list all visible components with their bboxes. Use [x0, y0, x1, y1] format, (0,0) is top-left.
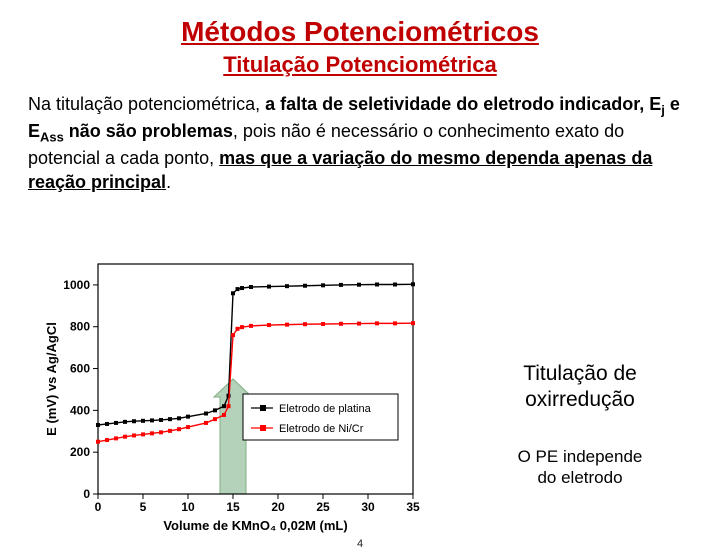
svg-text:25: 25: [316, 500, 330, 514]
para-span-1: Na titulação potenciométrica,: [28, 94, 265, 114]
svg-text:800: 800: [70, 320, 90, 334]
body-paragraph: Na titulação potenciométrica, a falta de…: [0, 78, 720, 195]
svg-text:Eletrodo de Ni/Cr: Eletrodo de Ni/Cr: [279, 423, 364, 435]
svg-text:200: 200: [70, 445, 90, 459]
svg-text:20: 20: [271, 500, 285, 514]
svg-text:15: 15: [226, 500, 240, 514]
para-sub-ass: Ass: [40, 130, 64, 145]
svg-text:E (mV) vs Ag/AgCl: E (mV) vs Ag/AgCl: [44, 322, 59, 436]
page-title: Métodos Potenciométricos: [0, 16, 720, 48]
svg-text:30: 30: [361, 500, 375, 514]
side1-line1: Titulação de: [523, 362, 637, 385]
page-subtitle: Titulação Potenciométrica: [0, 52, 720, 78]
para-bold-1: a falta de seletividade do eletrodo indi…: [265, 94, 661, 114]
para-span-3: .: [166, 172, 171, 192]
svg-text:10: 10: [181, 500, 195, 514]
svg-text:0: 0: [83, 487, 90, 501]
titration-chart: 0 5 10 15 20 25 30 35 0 200 400 600 800 1000 Eletrodo …: [38, 254, 433, 544]
svg-text:Eletrodo de platina: Eletrodo de platina: [279, 403, 372, 415]
side-label-oxirreducao: Titulação de oxirredução: [470, 361, 690, 414]
svg-text:600: 600: [70, 362, 90, 376]
side1-line2: oxirredução: [525, 388, 635, 411]
side-label-pe: O PE independe do eletrodo: [470, 446, 690, 489]
svg-text:1000: 1000: [63, 278, 90, 292]
svg-text:400: 400: [70, 403, 90, 417]
side2-line1: O PE independe: [518, 447, 643, 466]
svg-text:5: 5: [140, 500, 147, 514]
svg-text:35: 35: [406, 500, 420, 514]
svg-text:Volume de KMnO₄ 0,02M (mL): Volume de KMnO₄ 0,02M (mL): [163, 518, 347, 533]
side2-line2: do eletrodo: [537, 468, 622, 487]
svg-text:0: 0: [95, 500, 102, 514]
para-bold-3: não são problemas: [64, 121, 233, 141]
